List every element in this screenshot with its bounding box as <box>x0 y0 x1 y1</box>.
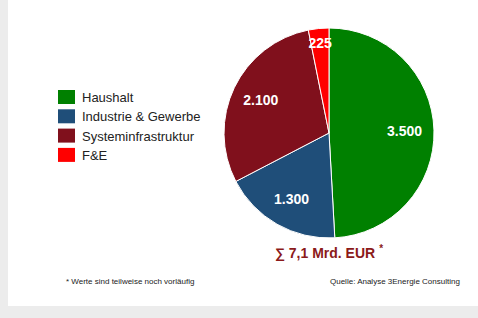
legend-swatch <box>58 109 75 123</box>
total-text: ∑ 7,1 Mrd. EUR <box>275 245 375 262</box>
legend-entry: Haushalt <box>82 90 134 105</box>
legend-swatch <box>58 148 75 162</box>
pie-slice <box>329 28 434 238</box>
pie <box>224 28 434 238</box>
chart: 3.500 1.300 2.100 225 Haushalt Industrie & Ge… <box>0 0 478 318</box>
source: Quelle: Analyse 3Energie Consulting <box>330 277 460 286</box>
data-label: 3.500 <box>387 123 422 139</box>
total: ∑ 7,1 Mrd. EUR * <box>275 243 383 262</box>
legend-entry: Industrie & Gewerbe <box>82 109 201 124</box>
legend-entry: F&E <box>82 148 108 163</box>
total-mark: * <box>379 243 383 254</box>
legend: Haushalt Industrie & Gewerbe Systeminfrast… <box>58 90 201 163</box>
data-label: 1.300 <box>274 191 309 207</box>
legend-swatch <box>58 129 75 143</box>
legend-swatch <box>58 90 75 104</box>
data-label: 2.100 <box>243 92 278 108</box>
footnote: * Werte sind teilweise noch vorläufig <box>66 277 194 286</box>
legend-entry: Systeminfrastruktur <box>82 129 195 144</box>
panel <box>8 0 478 306</box>
data-label: 225 <box>308 35 332 51</box>
